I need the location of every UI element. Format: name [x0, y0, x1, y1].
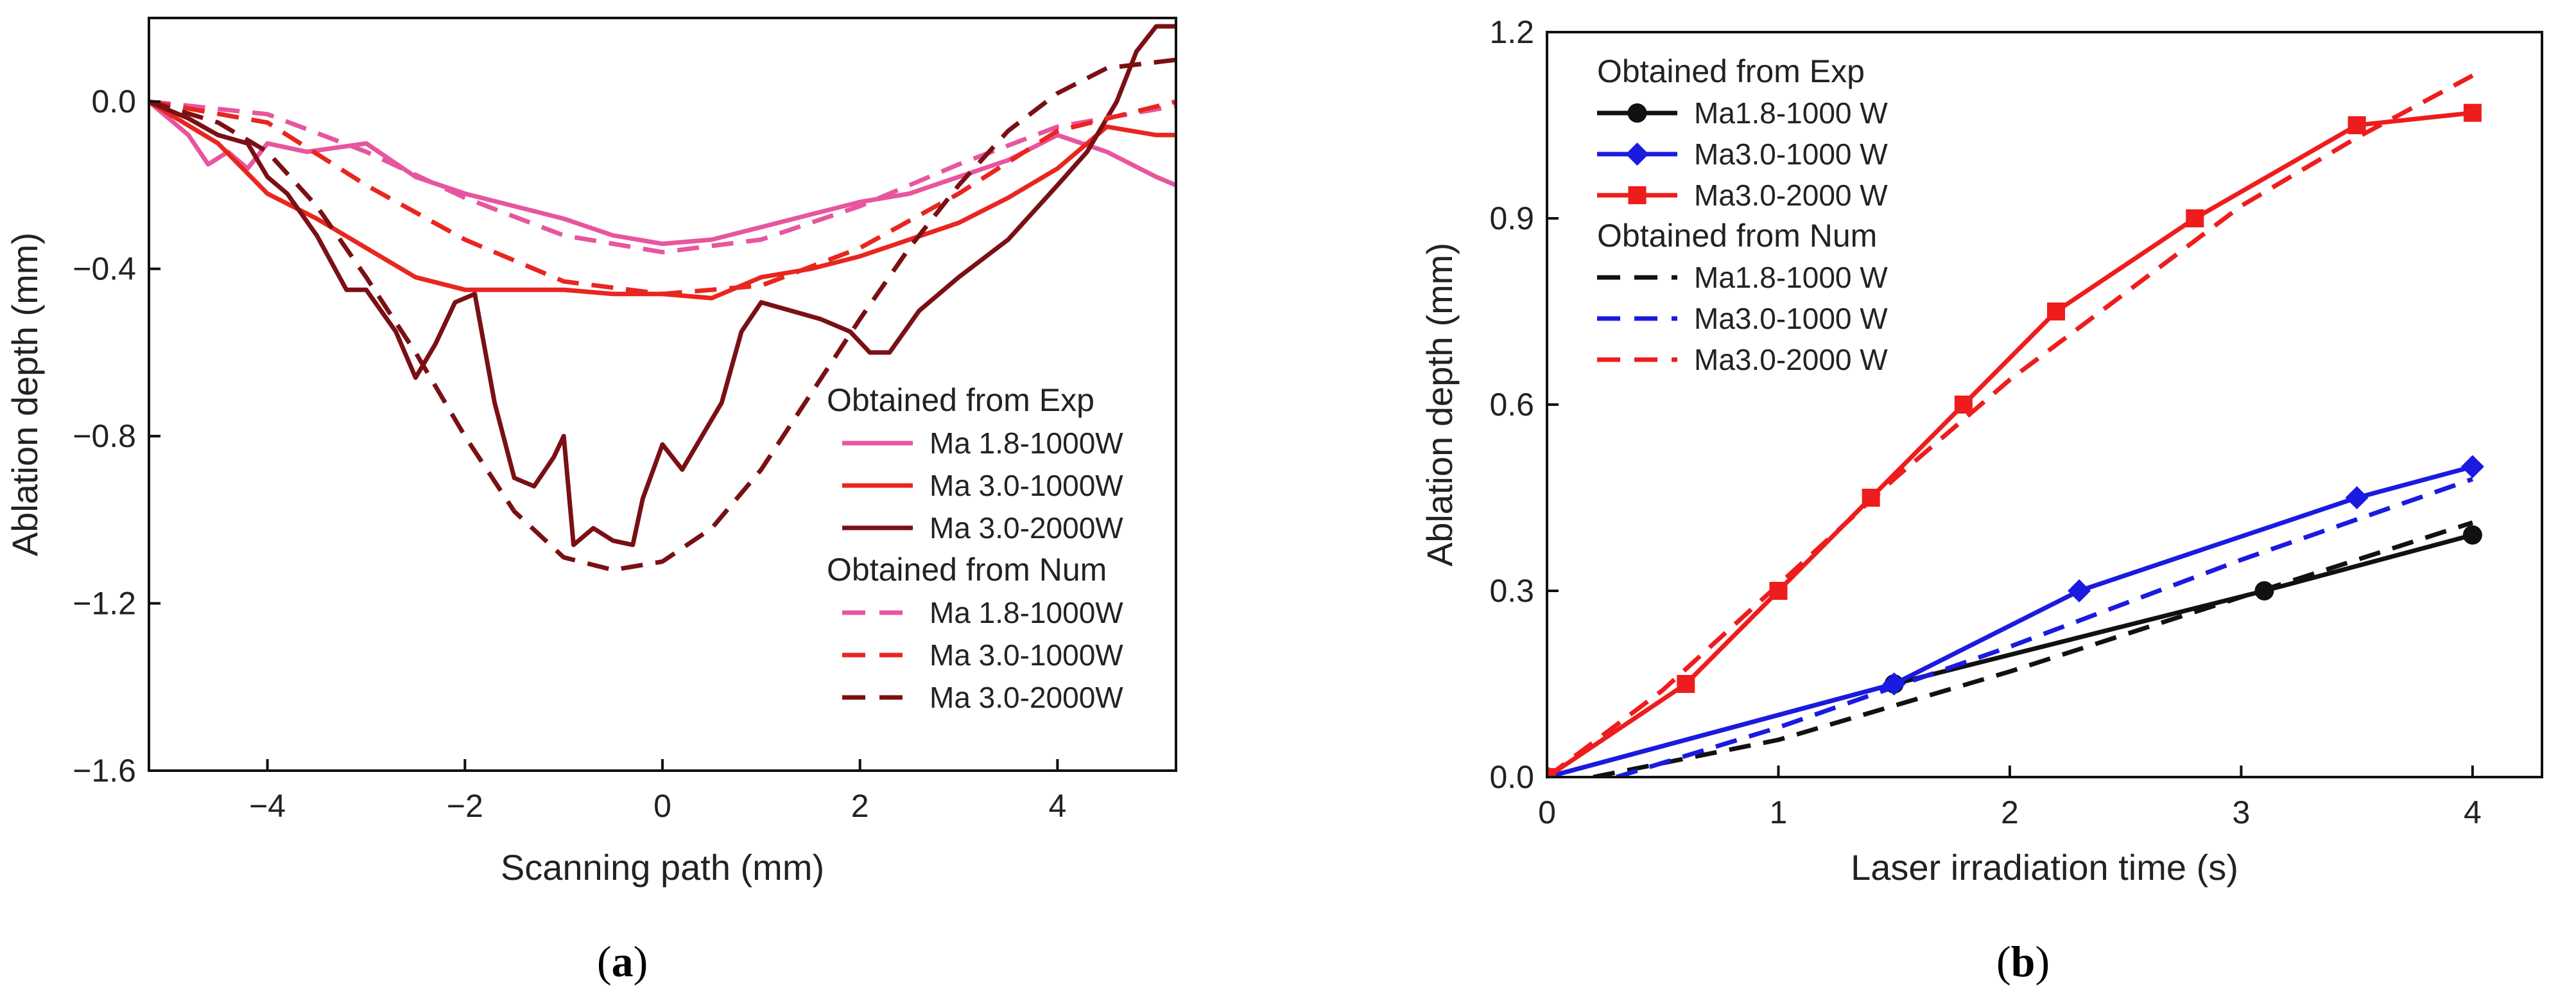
- legend-entry-label: Ma3.0-2000 W: [1694, 343, 1888, 376]
- y-tick-label: −0.4: [73, 251, 136, 287]
- legend-heading: Obtained from Exp: [1597, 53, 1865, 89]
- legend-entry-label: Ma 3.0-2000W: [929, 511, 1123, 545]
- data-point-exp-2-5: [2047, 302, 2066, 320]
- panel-label: (b): [1996, 937, 2050, 986]
- legend-marker: [1625, 143, 1649, 166]
- y-tick-label: 0.0: [91, 83, 136, 119]
- x-tick-label: 4: [1048, 788, 1066, 824]
- data-point-exp-2-1: [1677, 675, 1695, 693]
- panel-label-letter: b: [2011, 937, 2036, 986]
- panel-label-open: (: [597, 937, 612, 986]
- x-tick-label: 4: [2464, 794, 2482, 830]
- y-tick-label: 1.2: [1489, 14, 1534, 50]
- x-tick-label: −2: [447, 788, 483, 824]
- data-point-exp-1-3: [2345, 486, 2369, 509]
- series-group: [149, 24, 1176, 572]
- legend-entry-label: Ma 1.8-1000W: [929, 426, 1123, 460]
- data-point-exp-2-6: [2186, 209, 2204, 227]
- series-line-exp-1: [149, 100, 1176, 301]
- y-axis-title: Ablation depth (mm): [1419, 243, 1460, 566]
- panel-label-open: (: [1996, 937, 2011, 986]
- series-line-exp-1: [1547, 464, 2473, 777]
- x-tick-label: 3: [2232, 794, 2250, 830]
- series-line-num-5: [1547, 73, 2474, 777]
- legend-entry-label: Ma3.0-2000 W: [1694, 179, 1888, 212]
- data-point-exp-1-2: [2068, 579, 2091, 602]
- x-tick-label: 2: [2001, 794, 2019, 830]
- legend-entry-label: Ma 3.0-2000W: [929, 681, 1123, 714]
- series-line-num-3: [1593, 520, 2473, 777]
- data-point-exp-1-4: [2460, 455, 2484, 478]
- x-tick-label: 0: [653, 788, 671, 824]
- legend-entry-label: Ma 3.0-1000W: [929, 638, 1123, 672]
- y-tick-label: 0.3: [1489, 573, 1534, 609]
- legend: Obtained from Exp Ma1.8-1000 W Ma3.0-1000 …: [1597, 53, 1888, 376]
- chart-panel-a: −4 −2 0 2 4 0.0 −0.4 −0.8 −1.2 −1.6 Scanning path …: [4, 17, 1177, 986]
- panel-label: (a): [597, 937, 648, 986]
- y-tick-label: 0.6: [1489, 387, 1534, 423]
- y-tick-label: −1.2: [73, 586, 136, 622]
- legend-entry-label: Ma 3.0-1000W: [929, 469, 1123, 502]
- legend-entry-label: Ma3.0-1000 W: [1694, 302, 1888, 335]
- series-line-exp-2: [149, 24, 1176, 547]
- y-tick-label: 0.0: [1489, 759, 1534, 795]
- x-tick-label: 2: [851, 788, 869, 824]
- legend: Obtained from Exp Ma 1.8-1000W Ma 3.0-1000…: [827, 382, 1123, 714]
- x-axis-title: Laser irradiation time (s): [1851, 847, 2238, 888]
- legend-marker: [1627, 103, 1647, 123]
- legend-entry-label: Ma1.8-1000 W: [1694, 96, 1888, 130]
- x-tick-label: −4: [249, 788, 286, 824]
- data-point-exp-0-3: [2462, 525, 2482, 545]
- data-point-exp-2-4: [1954, 396, 1973, 414]
- y-tick-label: 0.9: [1489, 200, 1534, 236]
- series-group: [1547, 73, 2484, 777]
- legend-heading: Obtained from Num: [1597, 218, 1877, 254]
- panel-label-letter: a: [612, 937, 634, 986]
- series-line-num-3: [149, 99, 1176, 255]
- x-tick-label: 1: [1770, 794, 1788, 830]
- legend-entry-label: Ma3.0-1000 W: [1694, 137, 1888, 171]
- legend-heading: Obtained from Num: [827, 552, 1107, 588]
- y-axis-title: Ablation depth (mm): [4, 232, 45, 556]
- data-point-exp-2-8: [2463, 103, 2482, 122]
- legend-entry-label: Ma1.8-1000 W: [1694, 261, 1888, 294]
- legend-entry-label: Ma 1.8-1000W: [929, 596, 1123, 629]
- y-tick-label: −1.6: [73, 753, 136, 789]
- panel-label-close: ): [2035, 937, 2050, 986]
- series-line-num-4: [149, 99, 1176, 297]
- series-line-num-4: [1616, 477, 2474, 777]
- series-line-exp-0: [149, 100, 1176, 247]
- x-axis-title: Scanning path (mm): [501, 847, 824, 888]
- x-tick-label: 0: [1538, 794, 1556, 830]
- legend-marker: [1628, 186, 1647, 204]
- legend-heading: Obtained from Exp: [827, 382, 1094, 418]
- y-tick-label: −0.8: [73, 418, 136, 454]
- data-point-exp-2-7: [2347, 116, 2366, 134]
- series-line-num-5: [149, 57, 1176, 572]
- panel-label-close: ): [634, 937, 648, 986]
- chart-panel-b: 0 1 2 3 4 0.0 0.3 0.6 0.9 1.2 Laser irradiation ti…: [1419, 14, 2543, 986]
